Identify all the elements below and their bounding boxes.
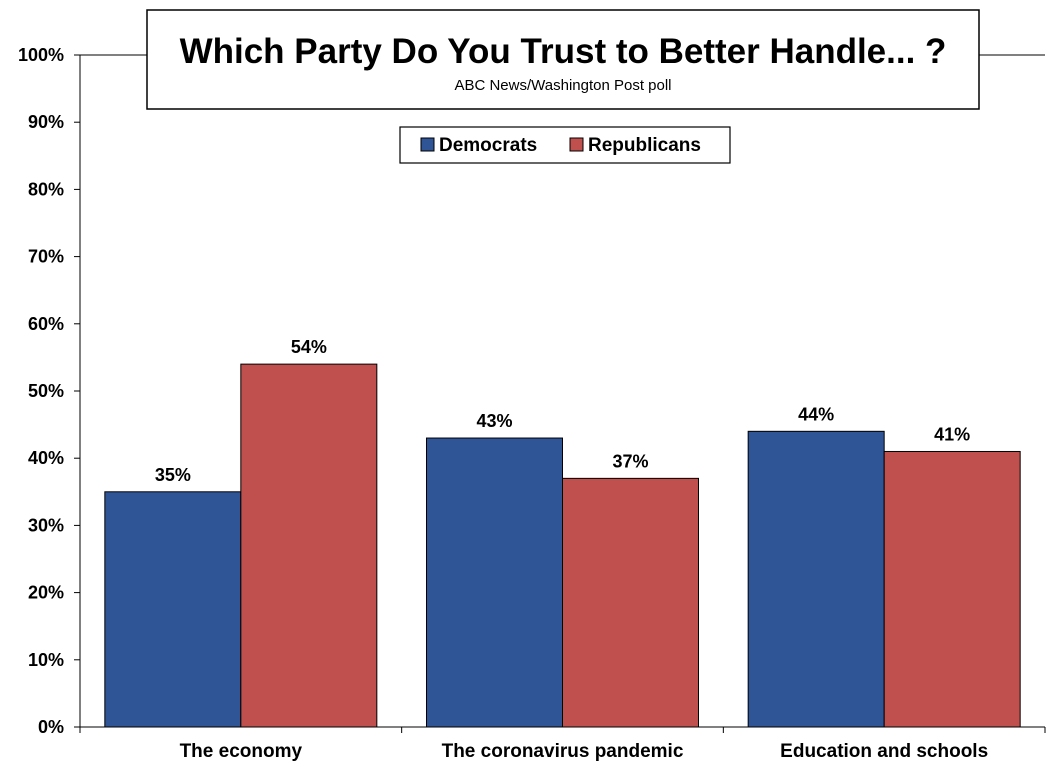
- bar-republicans-1: [240, 363, 378, 728]
- x-category-label: The economy: [180, 741, 303, 762]
- bar-republicans-3: [883, 450, 1021, 728]
- bar-democrats-2: [426, 437, 563, 728]
- chart-subtitle: ABC News/Washington Post poll: [454, 77, 671, 94]
- bar-republicans-2: [562, 477, 699, 728]
- y-tick-label: 50%: [28, 381, 64, 401]
- x-category-label: The coronavirus pandemic: [442, 741, 684, 762]
- y-tick-label: 90%: [28, 112, 64, 132]
- data-label: 37%: [612, 451, 648, 471]
- data-label: 43%: [476, 411, 512, 431]
- y-tick-label: 30%: [28, 515, 64, 535]
- data-labels: 35% 54% 43% 37% 44% 41%: [155, 337, 970, 485]
- x-category-label: Education and schools: [780, 741, 988, 762]
- data-label: 44%: [798, 404, 834, 424]
- data-label: 41%: [934, 424, 970, 444]
- legend-swatch-democrats: [420, 137, 435, 152]
- legend-label-democrats: Democrats: [439, 135, 537, 156]
- y-tick-label: 80%: [28, 179, 64, 199]
- y-tick-label: 100%: [18, 45, 64, 65]
- y-tick-label: 60%: [28, 314, 64, 334]
- bars: [104, 363, 1021, 728]
- y-tick-label: 70%: [28, 247, 64, 267]
- axes: 0% 10% 20% 30% 40% 50% 60% 70% 80% 90% 100% The eco…: [18, 45, 1046, 762]
- y-tick-label: 10%: [28, 650, 64, 670]
- y-tick-label: 40%: [28, 448, 64, 468]
- legend: Democrats Republicans: [399, 126, 731, 164]
- bar-democrats-3: [747, 430, 885, 728]
- title-box: Which Party Do You Trust to Better Handl…: [146, 9, 980, 110]
- legend-label-republicans: Republicans: [588, 135, 701, 156]
- data-label: 54%: [291, 337, 327, 357]
- data-label: 35%: [155, 465, 191, 485]
- chart-title: Which Party Do You Trust to Better Handl…: [180, 32, 947, 71]
- y-tick-label: 20%: [28, 583, 64, 603]
- y-tick-label: 0%: [38, 717, 64, 737]
- bar-democrats-1: [104, 491, 242, 728]
- legend-swatch-republicans: [569, 137, 584, 152]
